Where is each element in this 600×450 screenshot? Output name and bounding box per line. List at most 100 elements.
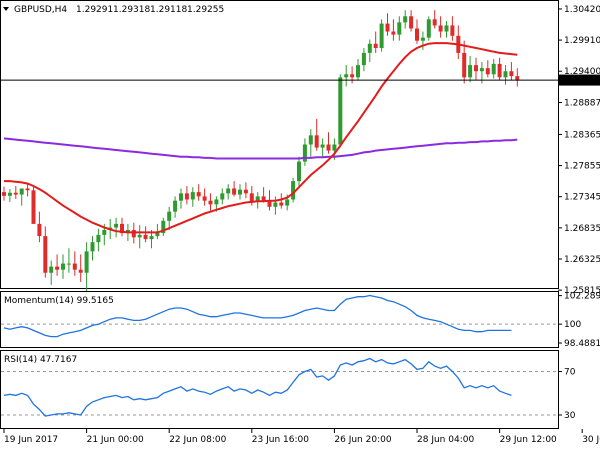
candle-body — [385, 23, 390, 32]
candle-body — [291, 181, 296, 200]
candle-body — [426, 19, 431, 38]
candle-body — [2, 192, 6, 196]
candle-body — [479, 68, 484, 72]
candle-body — [474, 65, 478, 72]
candle-body — [232, 188, 237, 195]
candle-body — [61, 263, 65, 270]
candle-body — [190, 192, 195, 200]
candle-body — [432, 19, 437, 26]
rsi-title: RSI(14) 47.7167 — [4, 355, 77, 365]
candle-body — [90, 242, 95, 252]
x-tick-label: 22 Jun 08:00 — [169, 435, 226, 445]
candle-body — [179, 193, 183, 201]
candle-body — [391, 31, 396, 35]
main-grid-labels: 1.30420 1.29910 1.29400 1.28887 1.28365 1.278… — [558, 5, 600, 296]
sma-slow-line — [3, 137, 518, 160]
x-tick-label: 19 Jun 2017 — [4, 435, 58, 445]
candle-body — [13, 192, 18, 195]
y-tick-label: 1.26835 — [564, 224, 600, 234]
candle-body — [131, 229, 136, 238]
candle-body — [332, 144, 337, 151]
candle-body — [356, 65, 360, 78]
main-pane: 1.30420 1.29910 1.29400 1.28887 1.28365 1.278… — [0, 0, 600, 296]
candle-body — [196, 192, 201, 197]
candle-body — [444, 25, 449, 32]
candle-body — [491, 63, 496, 75]
candle-body — [96, 234, 101, 243]
candle-body — [373, 43, 378, 49]
candle-body — [84, 251, 89, 273]
rsi-pane: 70 30 RSI(14) 47.7167 — [0, 350, 576, 429]
x-tick-label: 29 Jun 12:00 — [500, 435, 557, 445]
rsi-line — [3, 357, 512, 417]
candle-body — [43, 236, 48, 273]
y-tick-label: 1.27855 — [564, 162, 600, 172]
candle-body — [438, 25, 443, 32]
candle-body — [184, 193, 189, 200]
y-tick-label: 1.25815 — [564, 286, 600, 296]
current-price-tag — [559, 74, 600, 86]
candle-body — [503, 71, 508, 78]
ohlc-value: 1.29118 — [150, 5, 187, 15]
candle-body — [220, 193, 225, 200]
collapse-arrow-icon[interactable] — [3, 7, 9, 11]
y-tick-label: 70 — [564, 368, 576, 378]
candle-body — [155, 233, 160, 237]
y-tick-label: 1.26325 — [564, 255, 600, 265]
candle-body — [344, 74, 349, 78]
candle-body — [267, 200, 272, 207]
momentum-pane: 102.2898 100 98.4881 Momentum(14) 99.5165 — [0, 291, 600, 349]
candle-body — [49, 266, 54, 273]
y-tick-label: 1.30420 — [564, 5, 600, 15]
candle-body — [338, 77, 343, 145]
candle-body — [409, 16, 414, 29]
candle-body — [326, 144, 331, 151]
candle-body — [31, 190, 36, 224]
candle-body — [102, 229, 107, 235]
candle-body — [226, 188, 231, 194]
candle-body — [78, 269, 83, 273]
candle-body — [314, 135, 319, 148]
candle-body — [468, 65, 473, 78]
candle-body — [243, 189, 248, 194]
candle-body — [208, 200, 213, 205]
y-tick-label: 1.29400 — [564, 67, 600, 77]
momentum-pane-frame — [0, 291, 559, 348]
candle-body — [420, 37, 425, 41]
candle-body — [397, 22, 402, 35]
candle-body — [137, 234, 142, 238]
x-tick-label: 26 Jun 20:00 — [334, 435, 391, 445]
y-tick-label: 1.29910 — [564, 36, 600, 46]
candle-body — [66, 263, 71, 265]
candle-body — [72, 263, 77, 270]
candle-body — [167, 211, 172, 221]
candle-body — [297, 161, 301, 182]
y-tick-label: 30 — [564, 411, 576, 421]
momentum-line — [3, 294, 512, 338]
candle-body — [120, 223, 124, 234]
candle-body — [485, 68, 490, 75]
y-tick-label: 98.4881 — [564, 339, 600, 349]
candle-body — [462, 52, 467, 78]
y-tick-label: 100 — [564, 320, 581, 330]
candle-body — [361, 52, 366, 66]
candle-body — [19, 188, 24, 195]
candle-body — [161, 220, 166, 234]
time-axis: 19 Jun 2017 21 Jun 00:00 22 Jun 08:00 23 Ju… — [3, 429, 600, 445]
candle-body — [114, 223, 119, 228]
x-tick-label: 28 Jun 04:00 — [417, 435, 474, 445]
x-tick-label: 23 Jun 16:00 — [252, 435, 309, 445]
candle-body — [249, 193, 254, 202]
candle-body — [450, 25, 455, 36]
ohlc-value: 1.29318 — [113, 5, 150, 15]
candle-body — [7, 192, 12, 196]
candles — [2, 10, 520, 292]
candle-body — [202, 196, 207, 201]
momentum-y-labels: 102.2898 100 98.4881 — [558, 292, 600, 349]
rsi-levels — [1, 371, 558, 416]
x-tick-label: 30 Jun 20:00 — [582, 435, 600, 445]
rsi-y-labels: 70 30 — [558, 368, 576, 421]
x-tick-label: 21 Jun 00:00 — [87, 435, 144, 445]
candle-body — [261, 196, 266, 201]
candle-body — [403, 16, 408, 23]
